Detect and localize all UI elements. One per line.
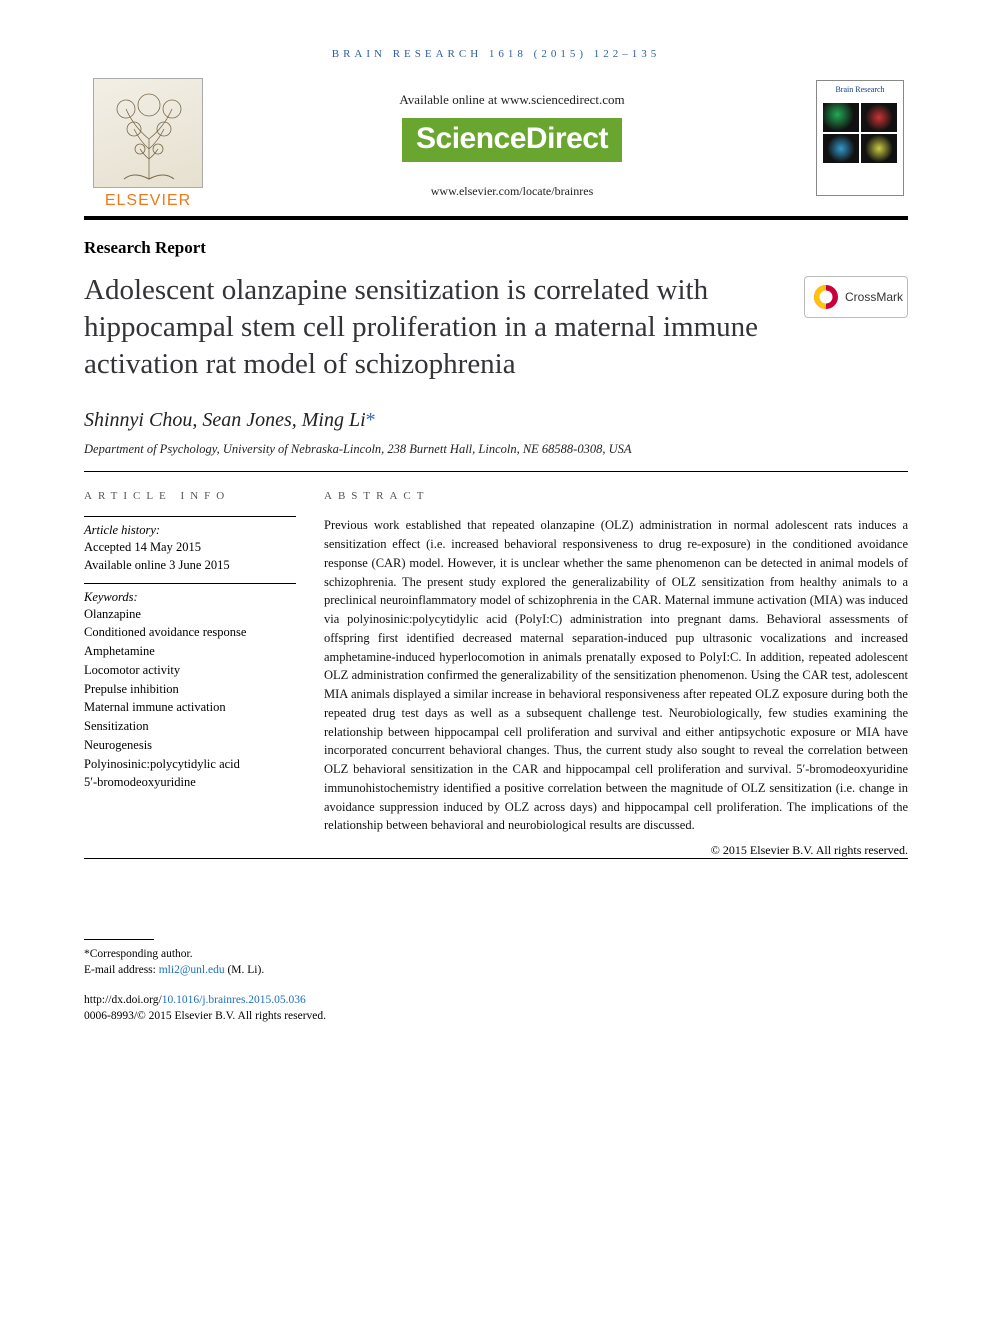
journal-cover-thumbnail: Brain Research	[816, 80, 904, 196]
corresponding-author-mark[interactable]: *	[366, 409, 376, 431]
keyword-item: Olanzapine	[84, 605, 296, 624]
journal-header: ELSEVIER Available online at www.science…	[84, 78, 908, 220]
publisher-name: ELSEVIER	[105, 192, 191, 210]
corresponding-email-link[interactable]: mli2@unl.edu	[159, 964, 225, 976]
keyword-item: Polyinosinic:polycytidylic acid	[84, 755, 296, 774]
divider	[84, 583, 296, 584]
abstract-column: ABSTRACT Previous work established that …	[324, 490, 908, 858]
running-head: BRAIN RESEARCH 1618 (2015) 122–135	[84, 48, 908, 60]
divider	[84, 516, 296, 517]
elsevier-tree-icon	[93, 78, 203, 188]
issn-copyright-line: 0006-8993/© 2015 Elsevier B.V. All right…	[84, 1008, 908, 1024]
sciencedirect-logo[interactable]: ScienceDirect	[402, 118, 622, 162]
article-type: Research Report	[84, 238, 908, 258]
crossmark-icon	[813, 284, 839, 310]
keyword-item: Maternal immune activation	[84, 698, 296, 717]
header-center: Available online at www.sciencedirect.co…	[212, 78, 812, 216]
keywords-list: OlanzapineConditioned avoidance response…	[84, 605, 296, 793]
accepted-date: Accepted 14 May 2015	[84, 538, 296, 556]
online-date: Available online 3 June 2015	[84, 556, 296, 574]
author-list: Shinnyi Chou, Sean Jones, Ming Li*	[84, 409, 908, 432]
history-label: Article history:	[84, 523, 296, 538]
abstract-heading: ABSTRACT	[324, 490, 908, 502]
keyword-item: Prepulse inhibition	[84, 680, 296, 699]
available-online-text: Available online at www.sciencedirect.co…	[222, 92, 802, 108]
keywords-label: Keywords:	[84, 590, 296, 605]
corresponding-author-note: *Corresponding author.	[84, 946, 908, 962]
divider	[84, 858, 908, 859]
publisher-logo-block: ELSEVIER	[84, 78, 212, 216]
footer: *Corresponding author. E-mail address: m…	[84, 939, 908, 1024]
journal-cover-title: Brain Research	[817, 85, 903, 94]
email-line: E-mail address: mli2@unl.edu (M. Li).	[84, 962, 908, 978]
keyword-item: Amphetamine	[84, 642, 296, 661]
affiliation: Department of Psychology, University of …	[84, 442, 908, 457]
article-info-column: ARTICLE INFO Article history: Accepted 1…	[84, 490, 296, 858]
abstract-text: Previous work established that repeated …	[324, 516, 908, 835]
keyword-item: Sensitization	[84, 717, 296, 736]
keyword-item: Neurogenesis	[84, 736, 296, 755]
article-info-heading: ARTICLE INFO	[84, 490, 296, 502]
journal-homepage-url[interactable]: www.elsevier.com/locate/brainres	[222, 184, 802, 199]
keyword-item: 5′-bromodeoxyuridine	[84, 773, 296, 792]
copyright-line: © 2015 Elsevier B.V. All rights reserved…	[324, 843, 908, 858]
keyword-item: Locomotor activity	[84, 661, 296, 680]
footnote-rule	[84, 939, 154, 940]
journal-cover-block: Brain Research	[812, 78, 908, 216]
crossmark-label: CrossMark	[845, 290, 903, 304]
divider	[84, 471, 908, 472]
doi-line: http://dx.doi.org/10.1016/j.brainres.201…	[84, 992, 908, 1008]
keyword-item: Conditioned avoidance response	[84, 623, 296, 642]
doi-link[interactable]: 10.1016/j.brainres.2015.05.036	[162, 994, 306, 1006]
crossmark-badge[interactable]: CrossMark	[804, 276, 908, 318]
article-title: Adolescent olanzapine sensitization is c…	[84, 272, 784, 383]
